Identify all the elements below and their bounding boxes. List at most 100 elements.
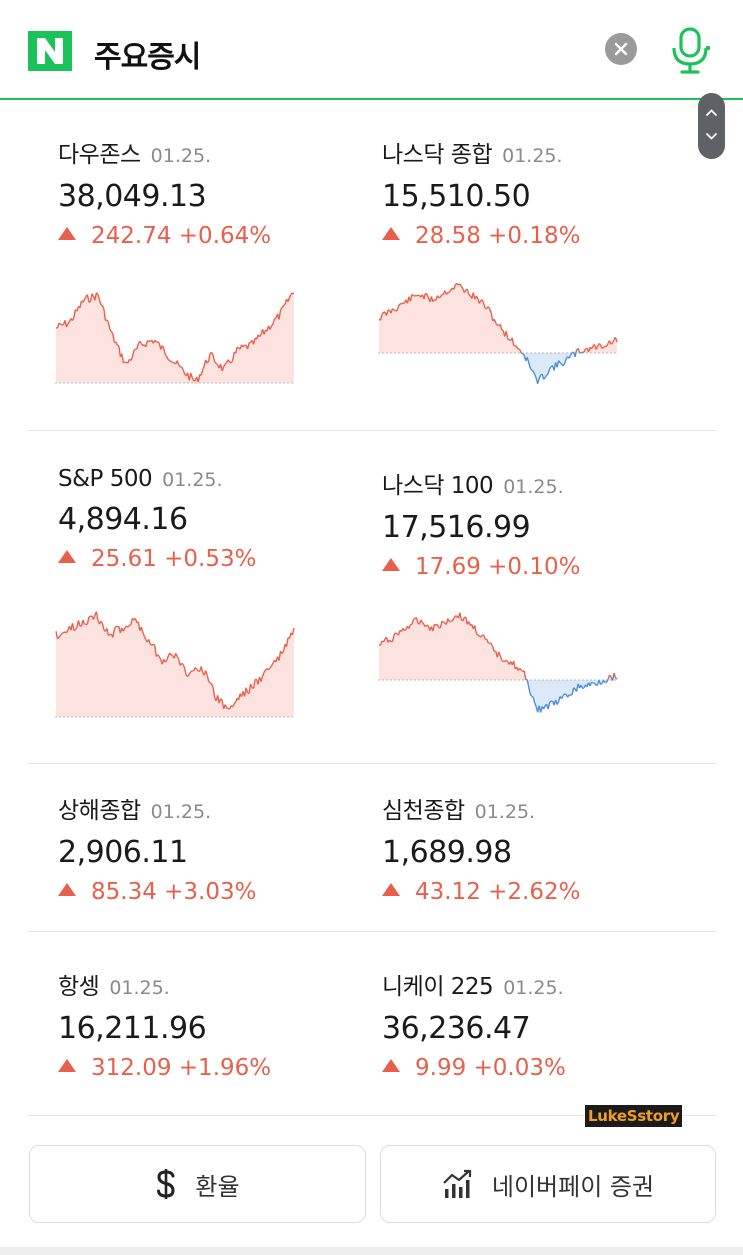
chart-line-segment [101, 623, 105, 630]
chart-line-segment [136, 343, 140, 350]
chart-line-segment [190, 372, 193, 378]
chart-line-segment [110, 331, 114, 335]
chart-line-segment [71, 316, 75, 321]
chart-line-segment [562, 363, 566, 367]
chart-line-segment [58, 322, 61, 325]
chart-line-segment [580, 684, 584, 689]
chart-line-segment [157, 341, 160, 344]
chart-line-segment [178, 364, 181, 368]
sparkline-chart-nasdaq-100[interactable] [378, 600, 618, 722]
index-value: 38,049.13 [58, 179, 207, 214]
exchange-rate-label: 환율 [195, 1172, 240, 1201]
up-arrow-icon [58, 227, 76, 240]
index-card-shenzhen[interactable]: 심천종합 01.25. 1,689.98 43.12 +2.62% [382, 791, 682, 905]
chart-line-segment [526, 357, 530, 363]
chart-line-segment [129, 624, 132, 627]
chart-line-segment [397, 630, 401, 636]
chart-line-segment [242, 344, 246, 348]
sparkline-chart-nasdaq-composite[interactable] [378, 270, 618, 390]
chart-line-segment [64, 631, 67, 634]
sparkline-chart-sp500[interactable] [55, 600, 295, 722]
chart-line-segment [432, 299, 435, 303]
chart-line-segment [86, 294, 90, 303]
chart-line-segment [447, 618, 450, 622]
index-card-hang-seng[interactable]: 항셍 01.25. 16,211.96 312.09 +1.96% [58, 967, 358, 1081]
chart-line-segment [171, 361, 174, 363]
chart-line-segment [292, 292, 295, 295]
chart-line-segment [113, 626, 117, 630]
stock-chart-icon [443, 1169, 471, 1198]
chart-line-segment [107, 633, 111, 637]
chart-line-segment [282, 643, 286, 652]
chart-line-segment [103, 308, 107, 321]
clear-search-button[interactable] [605, 33, 637, 65]
chart-line-segment [58, 634, 62, 638]
chart-line-segment [184, 668, 187, 676]
chart-line-segment [499, 324, 503, 331]
chart-line-segment [287, 297, 291, 302]
chart-line-segment [614, 336, 618, 343]
chart-line-segment [514, 344, 518, 348]
scroll-handle[interactable] [698, 93, 725, 159]
index-change: 242.74 +0.64% [91, 223, 272, 249]
chart-line-segment [200, 666, 204, 673]
chart-line-segment [60, 323, 63, 326]
chart-line-segment [543, 376, 546, 380]
chart-line-segment [202, 365, 205, 371]
chart-line-segment [549, 700, 552, 703]
chart-line-segment [170, 654, 174, 657]
chart-line-segment [84, 623, 87, 626]
chart-line-segment [501, 659, 504, 662]
chart-line-segment [137, 621, 141, 631]
chart-line-segment [73, 309, 77, 318]
chart-line-segment [595, 684, 598, 687]
chart-line-segment [152, 643, 156, 646]
chart-line-segment [499, 655, 503, 661]
chart-line-segment [541, 373, 545, 380]
microphone-icon[interactable] [668, 26, 712, 74]
index-card-shanghai[interactable]: 상해종합 01.25. 2,906.11 85.34 +3.03% [58, 791, 358, 905]
chart-line-segment [393, 309, 396, 312]
chart-line-segment [134, 618, 138, 623]
chart-line-segment [600, 682, 603, 685]
naverpay-securities-button[interactable]: 네이버페이 증권 [380, 1145, 716, 1223]
index-date: 01.25. [502, 145, 563, 167]
chart-line-segment [438, 296, 441, 299]
chart-line-segment [91, 293, 95, 297]
chart-line-segment [609, 674, 612, 678]
chart-line-segment [519, 667, 522, 671]
chart-line-segment [209, 351, 212, 354]
index-change: 9.99 +0.03% [415, 1055, 566, 1081]
chart-line-segment [453, 284, 457, 290]
chart-line-segment [528, 362, 531, 369]
chart-line-segment [404, 629, 407, 632]
chart-line-segment [161, 345, 165, 349]
sparkline-chart-dow[interactable] [55, 270, 295, 390]
index-card-sp500[interactable]: S&P 500 01.25. 4,894.16 25.61 +0.53% [58, 466, 358, 572]
divider [28, 1115, 716, 1116]
naver-logo[interactable] [28, 31, 72, 71]
chart-line-segment [86, 616, 90, 625]
index-card-nasdaq-composite[interactable]: 나스닥 종합 01.25. 15,510.50 28.58 +0.18% [382, 135, 682, 249]
chart-line-segment [260, 676, 264, 682]
chart-line-segment [603, 345, 606, 349]
chart-line-segment [89, 293, 93, 303]
chart-line-segment [143, 635, 147, 640]
chart-line-segment [579, 351, 582, 354]
chart-line-segment [164, 354, 168, 358]
index-name: 상해종합 [58, 798, 141, 824]
chart-line-segment [270, 323, 274, 327]
index-card-nasdaq-100[interactable]: 나스닥 100 01.25. 17,516.99 17.69 +0.10% [382, 466, 682, 580]
chart-line-segment [130, 357, 133, 361]
chart-line-segment [539, 706, 543, 713]
index-card-dow[interactable]: 다우존스 01.25. 38,049.13 242.74 +0.64% [58, 135, 358, 249]
index-card-nikkei-225[interactable]: 니케이 225 01.25. 36,236.47 9.99 +0.03% [382, 967, 682, 1081]
chart-line-segment [411, 293, 414, 297]
dollar-icon [157, 1169, 175, 1199]
exchange-rate-button[interactable]: 환율 [29, 1145, 366, 1223]
chart-line-segment [223, 363, 226, 368]
page-title: 주요증시 [94, 40, 201, 75]
chart-line-segment [185, 675, 189, 678]
chart-line-segment [396, 306, 400, 311]
footer-bar [0, 1247, 743, 1255]
